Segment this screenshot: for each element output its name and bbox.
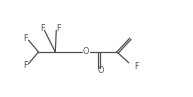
Text: F: F	[40, 24, 45, 33]
Text: O: O	[83, 47, 89, 56]
Text: F: F	[135, 62, 139, 71]
Text: F: F	[23, 34, 28, 43]
Text: O: O	[98, 66, 104, 75]
Text: F: F	[56, 24, 61, 33]
Text: F: F	[23, 61, 28, 70]
